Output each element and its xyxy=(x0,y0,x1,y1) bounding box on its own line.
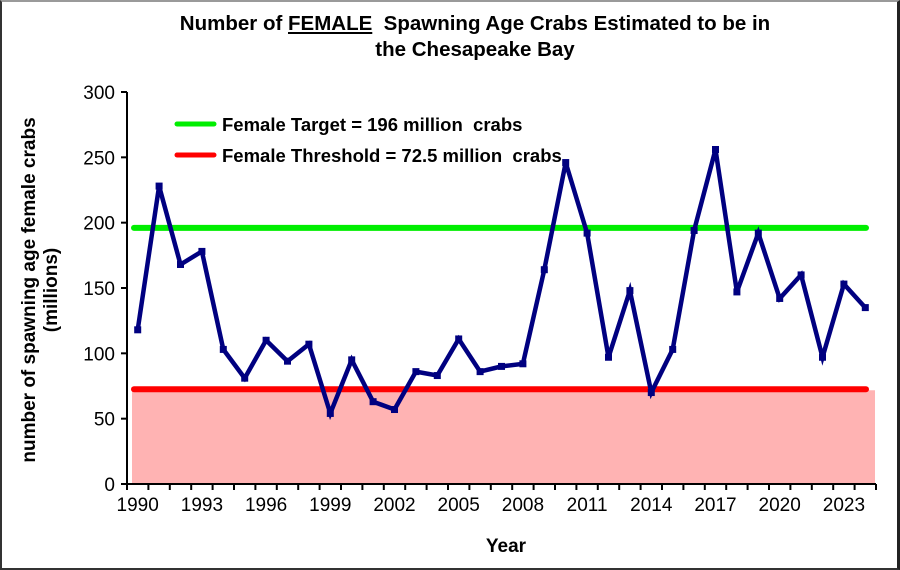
x-tick-label: 2002 xyxy=(373,495,415,516)
legend-label-target: Female Target = 196 million crabs xyxy=(222,114,522,135)
data-point-2024 xyxy=(861,304,869,312)
chart-title-line-2: the Chesapeake Bay xyxy=(375,38,575,61)
threshold-fill-area xyxy=(132,390,875,484)
data-point-2014 xyxy=(647,389,655,397)
y-tick-label: 300 xyxy=(83,83,115,104)
data-point-1990 xyxy=(134,326,142,334)
y-tick-label: 50 xyxy=(94,410,115,431)
x-tick-label: 1996 xyxy=(245,495,287,516)
x-tick-label: 1990 xyxy=(117,495,159,516)
data-point-2020 xyxy=(776,294,784,302)
data-point-2013 xyxy=(626,287,634,295)
data-point-1994 xyxy=(219,345,227,353)
data-point-2006 xyxy=(476,368,484,376)
x-tick-label: 2023 xyxy=(823,495,865,516)
data-point-2011 xyxy=(583,229,591,237)
y-axis-title-line-1: number of spawning age female crabs xyxy=(19,117,40,462)
title-emphasis-female: FEMALE xyxy=(288,12,373,35)
y-tick-label: 100 xyxy=(83,344,115,365)
data-point-2005 xyxy=(455,335,463,343)
x-tick-label: 1999 xyxy=(309,495,351,516)
y-tick-label: 250 xyxy=(83,148,115,169)
data-point-1993 xyxy=(198,247,206,255)
x-tick-label: 2017 xyxy=(694,495,736,516)
data-point-2017 xyxy=(712,145,719,153)
series-line xyxy=(135,148,867,421)
data-point-2022 xyxy=(819,353,826,361)
data-point-2018 xyxy=(733,288,741,296)
data-point-2007 xyxy=(498,362,505,370)
y-tick-label: 200 xyxy=(83,214,115,235)
data-point-1992 xyxy=(177,260,184,268)
data-point-2000 xyxy=(348,356,356,364)
data-point-2019 xyxy=(754,229,762,237)
x-tick-label: 1993 xyxy=(181,495,223,516)
data-point-2015 xyxy=(669,345,677,353)
data-point-2009 xyxy=(540,266,548,274)
x-tick-label: 2020 xyxy=(759,495,801,516)
x-tick-label: 2005 xyxy=(438,495,480,516)
x-tick-label: 2014 xyxy=(630,495,673,516)
data-point-2010 xyxy=(562,159,570,167)
data-point-1999 xyxy=(326,409,334,417)
data-point-1991 xyxy=(155,182,163,190)
chart-title-line-1: Number of FEMALE Spawning Age Crabs Esti… xyxy=(100,11,850,37)
data-point-2004 xyxy=(433,372,441,380)
data-point-2008 xyxy=(519,360,527,368)
data-point-1998 xyxy=(305,340,313,348)
y-tick-label: 0 xyxy=(104,475,115,496)
data-point-2021 xyxy=(797,271,805,279)
data-point-2003 xyxy=(412,368,420,376)
data-point-2016 xyxy=(690,227,698,235)
title-part-1: Number of xyxy=(179,12,288,35)
data-point-2012 xyxy=(605,353,612,361)
data-point-2023 xyxy=(840,280,848,288)
data-point-2002 xyxy=(391,406,398,414)
x-tick-label: 2011 xyxy=(567,495,608,516)
data-point-1997 xyxy=(284,357,291,365)
x-tick-label: 2008 xyxy=(502,495,544,516)
y-axis-title-line-2: (millions) xyxy=(41,248,62,332)
data-point-2001 xyxy=(369,398,377,406)
data-point-1996 xyxy=(262,336,270,344)
x-axis-title: Year xyxy=(486,536,527,557)
data-point-1995 xyxy=(241,374,249,382)
title-part-3: Spawning Age Crabs Estimated to be in xyxy=(372,12,771,35)
y-tick-label: 150 xyxy=(83,279,115,300)
legend-label-threshold: Female Threshold = 72.5 million crabs xyxy=(222,145,562,166)
